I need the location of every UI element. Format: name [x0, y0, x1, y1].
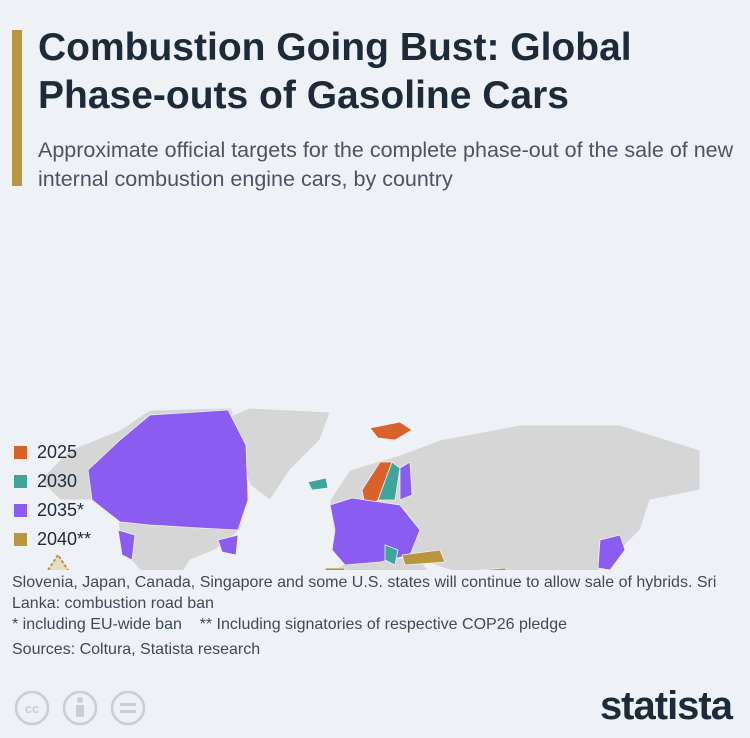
legend-swatch	[14, 533, 27, 546]
legend-item: 2030	[14, 467, 91, 496]
country-region	[597, 534, 626, 570]
country-region	[399, 461, 413, 501]
country-region	[384, 544, 399, 566]
svg-text:cc: cc	[25, 701, 39, 716]
country-region	[479, 567, 508, 570]
country-region	[369, 421, 413, 441]
legend-item: 2035*	[14, 496, 91, 525]
legend-swatch	[14, 446, 27, 459]
legend-label: 2025	[37, 442, 78, 462]
legend-label: 2035*	[37, 500, 85, 520]
country-region	[217, 534, 239, 556]
legend-label: 2040**	[37, 529, 92, 549]
note: Sources: Coltura, Statista research	[12, 641, 261, 658]
subtitle: Approximate official targets for the com…	[38, 138, 734, 191]
legend-label: 2030	[37, 471, 78, 491]
legend-item: 2025	[14, 438, 91, 467]
note: * including EU-wide ban ** Including sig…	[12, 616, 567, 633]
accent-bar	[12, 30, 22, 186]
title: Combustion Going Bust: Global Phase-outs…	[38, 26, 632, 117]
legend-item: 2040**	[14, 525, 91, 554]
notes: Slovenia, Japan, Canada, Singapore and s…	[12, 572, 742, 660]
logo: statista	[599, 684, 733, 728]
country-region	[324, 567, 346, 570]
country-region	[401, 549, 446, 566]
world-map	[39, 407, 701, 570]
country-region	[117, 529, 136, 561]
legend-swatch	[14, 504, 27, 517]
legend-swatch	[14, 475, 27, 488]
note: Slovenia, Japan, Canada, Singapore and s…	[12, 574, 717, 612]
license-icons: cc	[14, 690, 146, 726]
country-region	[307, 477, 329, 491]
car-icon	[47, 553, 69, 570]
country-region	[87, 409, 249, 531]
legend: 2025 2030 2035* 2040**	[14, 438, 91, 554]
